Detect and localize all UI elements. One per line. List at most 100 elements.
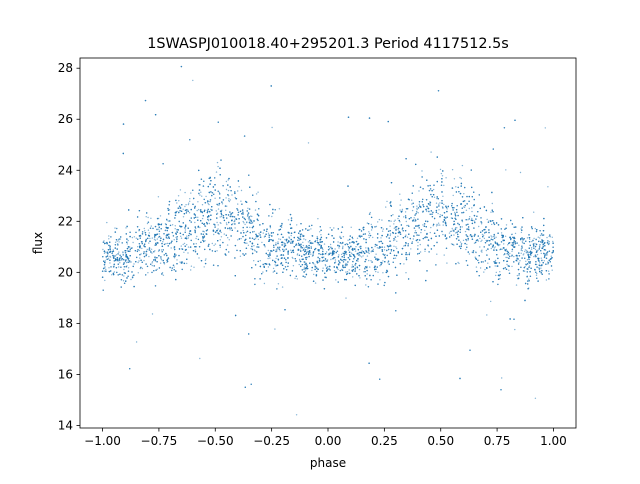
- data-point: [518, 244, 520, 246]
- data-point: [390, 220, 392, 222]
- data-point: [219, 246, 221, 248]
- data-point: [509, 252, 511, 255]
- data-point: [248, 218, 251, 220]
- data-point: [435, 225, 438, 227]
- data-point: [244, 242, 247, 244]
- data-point: [468, 207, 470, 210]
- data-point: [127, 239, 129, 242]
- data-point: [278, 208, 281, 210]
- data-point: [422, 224, 424, 226]
- data-point: [533, 237, 535, 240]
- data-point: [302, 244, 305, 247]
- data-point: [397, 235, 399, 237]
- data-point: [405, 272, 407, 274]
- data-point: [341, 247, 344, 250]
- data-point: [324, 264, 327, 266]
- data-point: [190, 269, 192, 271]
- data-point: [131, 275, 134, 277]
- data-point: [253, 245, 255, 247]
- data-point: [323, 243, 326, 245]
- data-point: [316, 239, 319, 242]
- data-point: [217, 224, 219, 226]
- data-point: [107, 257, 110, 259]
- data-point: [520, 248, 523, 250]
- data-point: [179, 261, 181, 263]
- data-point: [138, 249, 140, 252]
- data-point: [505, 169, 507, 171]
- data-point: [104, 266, 106, 268]
- data-point: [323, 256, 325, 258]
- data-point: [372, 236, 374, 239]
- data-point: [450, 243, 453, 245]
- data-point: [283, 249, 286, 251]
- data-point: [491, 223, 493, 226]
- data-point: [114, 241, 117, 243]
- data-point: [311, 269, 313, 272]
- data-point: [525, 252, 527, 254]
- data-point: [202, 230, 204, 232]
- data-point: [154, 250, 156, 252]
- data-point: [176, 210, 178, 213]
- data-point: [389, 225, 391, 227]
- data-point: [118, 266, 120, 268]
- data-point: [399, 204, 401, 206]
- data-point: [275, 242, 277, 244]
- data-point: [123, 275, 125, 277]
- data-point: [534, 242, 536, 245]
- data-point: [114, 227, 116, 229]
- data-point: [324, 260, 326, 262]
- data-point: [429, 231, 431, 234]
- data-point: [369, 266, 371, 268]
- data-point: [287, 219, 290, 221]
- data-point: [218, 191, 221, 194]
- data-point: [524, 266, 526, 268]
- data-point: [232, 223, 234, 225]
- data-point: [528, 278, 530, 280]
- data-point: [143, 227, 145, 230]
- data-point: [411, 199, 413, 201]
- data-point: [340, 242, 343, 245]
- data-point: [547, 263, 549, 265]
- data-point: [279, 250, 281, 252]
- data-point: [533, 255, 535, 258]
- data-point: [501, 377, 503, 379]
- data-point: [275, 257, 277, 260]
- data-point: [350, 252, 353, 254]
- data-point: [362, 255, 364, 257]
- data-point: [112, 249, 114, 251]
- data-point: [471, 207, 473, 209]
- data-point: [300, 247, 302, 249]
- data-point: [467, 239, 469, 241]
- data-point: [415, 210, 418, 213]
- data-point: [411, 209, 414, 212]
- data-point: [451, 227, 453, 230]
- data-point: [420, 231, 422, 234]
- data-point: [234, 227, 236, 229]
- data-point: [457, 261, 459, 264]
- data-point: [307, 250, 309, 253]
- data-point: [495, 236, 497, 238]
- data-point: [174, 225, 176, 227]
- data-point: [463, 206, 465, 208]
- data-point: [328, 248, 331, 250]
- data-point: [227, 189, 230, 192]
- data-point: [246, 242, 248, 244]
- data-point: [183, 242, 186, 245]
- data-point: [150, 217, 152, 219]
- data-point: [184, 191, 186, 194]
- data-point: [446, 262, 448, 264]
- data-point: [247, 244, 250, 246]
- data-point: [370, 251, 372, 253]
- data-point: [534, 227, 536, 230]
- data-point: [438, 209, 440, 211]
- data-point: [292, 265, 295, 267]
- data-point: [359, 277, 361, 279]
- data-point: [144, 230, 146, 232]
- data-point: [354, 250, 357, 252]
- data-point: [137, 272, 139, 274]
- data-point: [115, 254, 118, 256]
- data-point: [445, 177, 447, 179]
- data-point: [549, 236, 552, 238]
- data-point: [506, 256, 508, 259]
